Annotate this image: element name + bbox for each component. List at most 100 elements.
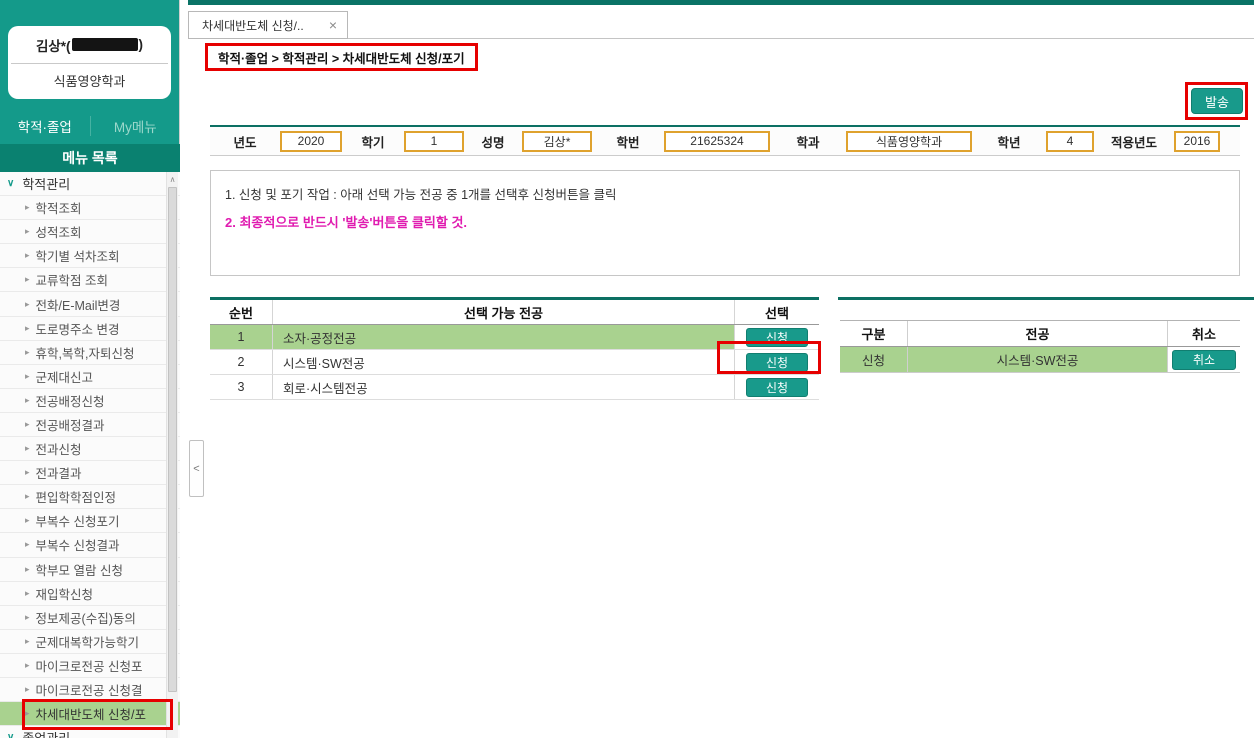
triangle-right-icon: ▸ <box>25 394 30 405</box>
triangle-right-icon: ▸ <box>25 659 30 670</box>
user-name-prefix: 김상*( <box>35 38 71 54</box>
table-header: 구분 전공 취소 <box>840 320 1240 347</box>
sidebar-menu-item[interactable]: ▸ 전과신청 <box>0 437 180 462</box>
department-field[interactable] <box>846 130 972 152</box>
divider <box>89 116 91 136</box>
triangle-right-icon: ▸ <box>25 443 30 454</box>
sidebar-menu-item[interactable]: ▸ 마이크로전공 신청포 <box>0 653 180 678</box>
cancel-button[interactable]: 취소 <box>1172 349 1236 370</box>
field-label-name: 성명 <box>481 135 505 150</box>
sidebar-menu-item[interactable]: ▸ 마이크로전공 신청결 <box>0 677 180 703</box>
sidebar-tabs: 학적·졸업 My메뉴 <box>0 108 180 144</box>
triangle-right-icon: ▸ <box>25 635 30 646</box>
table-row: 2 시스템·SW전공 신청 <box>210 350 819 375</box>
tab-label: 차세대반도체 신청/.. <box>202 18 304 33</box>
chevron-down-icon: ∨ <box>7 178 15 190</box>
selectable-majors-table: 순번 선택 가능 전공 선택 1 소자·공정전공 신청 2 시스템·SW전공 신… <box>210 297 819 400</box>
table-row: 1 소자·공정전공 신청 <box>210 325 819 350</box>
row-no: 3 <box>210 375 273 399</box>
sidebar-menu-item[interactable]: ▸ 재입학신청 <box>0 581 180 606</box>
grade-field[interactable] <box>1046 130 1094 152</box>
triangle-right-icon: ▸ <box>25 491 30 502</box>
sidebar-menu-item[interactable]: ▸ 군제대신고 <box>0 364 180 389</box>
header-major: 전공 <box>908 321 1168 346</box>
user-name: 김상*( ) <box>8 26 171 63</box>
apply-button[interactable]: 신청 <box>746 377 808 397</box>
sidebar-collapse-handle[interactable]: < <box>189 440 204 497</box>
sidebar-menu-item[interactable]: ▸ 부복수 신청결과 <box>0 533 180 558</box>
field-label-student-id: 학번 <box>616 135 640 150</box>
field-label-apply-year: 적용년도 <box>1110 135 1157 150</box>
header-select: 선택 <box>765 305 789 321</box>
triangle-right-icon: ▸ <box>25 467 30 478</box>
row-no: 1 <box>210 325 273 349</box>
user-name-suffix: ) <box>138 37 144 52</box>
table-header: 순번 선택 가능 전공 선택 <box>210 297 819 325</box>
triangle-right-icon: ▸ <box>25 539 30 550</box>
sidebar-menu-item[interactable]: ▸ 편입학학점인정 <box>0 485 180 510</box>
sidebar-menu-item[interactable]: ▸ 정보제공(수집)동의 <box>0 605 180 630</box>
student-id-field[interactable] <box>664 130 770 152</box>
applied-major-table: 구분 전공 취소 신청 시스템·SW전공 취소 <box>840 320 1240 373</box>
sidebar-menu-item[interactable]: ▸ 전공배정결과 <box>0 412 180 438</box>
triangle-right-icon: ▸ <box>25 563 30 574</box>
top-accent-strip <box>188 0 1254 5</box>
scrollbar-thumb[interactable] <box>168 187 177 692</box>
sidebar-menu-item[interactable]: ▸ 학부모 열람 신청 <box>0 557 180 582</box>
sidebar-menu-item[interactable]: ▸ 휴학,복학,자퇴신청 <box>0 340 180 365</box>
sidebar-scrollbar[interactable]: ∧ <box>166 172 178 738</box>
header-type: 구분 <box>840 321 908 346</box>
sidebar-menu-item[interactable]: ▸ 학기별 석차조회 <box>0 244 180 269</box>
sidebar-menu-item[interactable]: ▸ 학적조회 <box>0 196 180 221</box>
breadcrumb: 학적·졸업 > 학적관리 > 차세대반도체 신청/포기 <box>218 51 465 66</box>
row-major: 회로·시스템전공 <box>273 375 735 399</box>
table-row: 3 회로·시스템전공 신청 <box>210 375 819 400</box>
tab-my-menu[interactable]: My메뉴 <box>113 120 157 135</box>
sidebar-menu-item[interactable]: ▸ 부복수 신청포기 <box>0 509 180 534</box>
sidebar-menu-item[interactable]: ▸ 군제대복학가능학기 <box>0 629 180 654</box>
triangle-right-icon: ▸ <box>25 274 30 285</box>
header-no: 순번 <box>210 300 273 324</box>
annotation-box-breadcrumb: 학적·졸업 > 학적관리 > 차세대반도체 신청/포기 <box>205 43 478 71</box>
sidebar-item-root-academic-mgmt[interactable]: ∨ 학적관리 <box>0 172 180 197</box>
sidebar-menu-item[interactable]: ▸ 전과결과 <box>0 461 180 486</box>
triangle-right-icon: ▸ <box>25 587 30 598</box>
triangle-right-icon: ▸ <box>25 611 30 622</box>
scroll-up-icon[interactable]: ∧ <box>169 174 176 184</box>
triangle-right-icon: ▸ <box>25 298 30 309</box>
student-info-bar: 년도 학기 성명 학번 학과 학년 적용년도 <box>210 125 1240 156</box>
field-label-year: 년도 <box>233 135 257 150</box>
applied-table-topline <box>838 297 1254 300</box>
instruction-line-2: 2. 최종적으로 반드시 '발송'버튼을 클릭할 것. <box>225 215 468 230</box>
year-field[interactable] <box>280 130 342 152</box>
sidebar-menu-item[interactable]: ▸ 전공배정신청 <box>0 388 180 413</box>
header-cancel: 취소 <box>1192 327 1216 342</box>
send-button[interactable]: 발송 <box>1191 88 1243 114</box>
open-document-tab[interactable]: 차세대반도체 신청/.. × <box>188 11 348 39</box>
triangle-right-icon: ▸ <box>25 250 30 261</box>
row-major: 시스템·SW전공 <box>908 347 1168 372</box>
semester-field[interactable] <box>404 130 464 152</box>
apply-button[interactable]: 신청 <box>746 327 808 347</box>
instruction-line-1: 1. 신청 및 포기 작업 : 아래 선택 가능 전공 중 1개를 선택후 신청… <box>225 188 617 202</box>
user-card: 김상*( ) 식품영양학과 <box>8 26 171 99</box>
field-label-semester: 학기 <box>361 135 385 150</box>
row-major: 시스템·SW전공 <box>273 350 735 374</box>
name-field[interactable] <box>522 130 592 152</box>
sidebar-menu-item[interactable]: ▸ 도로명주소 변경 <box>0 316 180 341</box>
triangle-right-icon: ▸ <box>25 684 30 695</box>
sidebar-menu: ∨ 학적관리 ▸ 학적조회 ▸ 성적조회 ▸ 학기별 석차조회 ▸ 교류학점 조회 ▸ 전… <box>0 172 180 738</box>
apply-button[interactable]: 신청 <box>746 352 808 372</box>
tab-academic-graduation[interactable]: 학적·졸업 <box>17 120 72 135</box>
triangle-right-icon: ▸ <box>25 226 30 237</box>
sidebar-menu-item[interactable]: ▸ 성적조회 <box>0 220 180 245</box>
apply-year-field[interactable] <box>1174 130 1220 152</box>
sidebar-item-next-gen-semiconductor[interactable]: ▸ 차세대반도체 신청/포 <box>0 702 180 727</box>
sidebar-menu-item[interactable]: ▸ 전화/E-Mail변경 <box>0 292 180 317</box>
row-type: 신청 <box>840 347 908 372</box>
close-icon[interactable]: × <box>328 17 337 33</box>
sidebar-item-root-graduation-mgmt[interactable]: ∨ 졸업관리 <box>0 726 180 738</box>
redacted-student-id <box>71 38 138 51</box>
sidebar-menu-item[interactable]: ▸ 교류학점 조회 <box>0 268 180 293</box>
field-label-grade: 학년 <box>997 135 1021 150</box>
